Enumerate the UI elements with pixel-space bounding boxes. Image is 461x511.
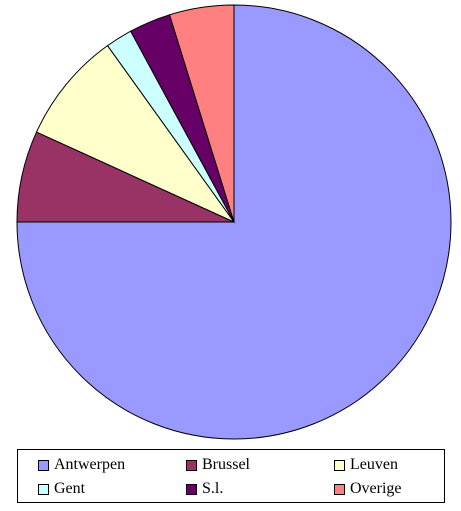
legend-swatch-antwerpen [38, 459, 49, 471]
pie-chart [16, 4, 452, 440]
pie-slice-leuven [35, 44, 236, 224]
legend: Antwerpen Brussel Leuven Gent S.l. Overi… [17, 449, 445, 503]
legend-swatch-gent [38, 483, 49, 495]
legend-item-antwerpen: Antwerpen [38, 455, 125, 475]
legend-item-gent: Gent [38, 479, 85, 499]
legend-swatch-leuven [334, 459, 345, 471]
legend-label-sl: S.l. [202, 480, 224, 497]
pie-slice-overige [168, 4, 235, 223]
legend-item-overige: Overige [334, 479, 402, 499]
legend-swatch-brussel [186, 459, 197, 471]
legend-item-sl: S.l. [186, 479, 223, 499]
legend-label-brussel: Brussel [202, 456, 250, 473]
legend-label-gent: Gent [54, 480, 86, 497]
legend-item-brussel: Brussel [186, 455, 250, 475]
legend-swatch-overige [334, 483, 345, 495]
legend-label-overige: Overige [350, 480, 402, 497]
legend-item-leuven: Leuven [334, 455, 398, 475]
legend-swatch-sl [186, 483, 197, 495]
legend-label-antwerpen: Antwerpen [54, 456, 126, 473]
legend-label-leuven: Leuven [350, 456, 398, 473]
